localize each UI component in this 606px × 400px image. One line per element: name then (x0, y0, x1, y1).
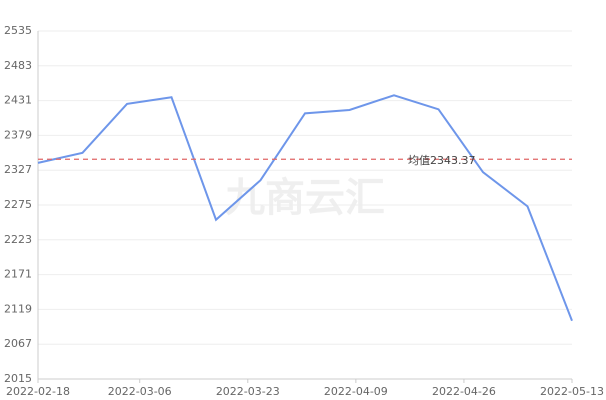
y-tick-label: 2015 (4, 372, 32, 385)
data-line (37, 94, 573, 322)
mean-label: 均值2343.37 (408, 154, 476, 167)
x-tick-label: 2022-03-06 (108, 385, 172, 398)
y-tick-label: 2431 (4, 94, 32, 107)
y-tick-label: 2223 (4, 233, 32, 246)
y-tick-label: 2171 (4, 268, 32, 281)
x-tick-label: 2022-03-23 (216, 385, 280, 398)
x-tick-label: 2022-04-26 (432, 385, 496, 398)
y-tick-label: 2067 (4, 337, 32, 350)
x-tick-label: 2022-05-13 (540, 385, 604, 398)
y-tick-label: 2535 (4, 24, 32, 37)
x-tick-label: 2022-04-09 (324, 385, 388, 398)
y-tick-label: 2327 (4, 163, 32, 176)
x-tick-label: 2022-02-18 (6, 385, 70, 398)
y-tick-label: 2379 (4, 128, 32, 141)
watermark: 九商云汇 (225, 175, 385, 221)
y-tick-label: 2275 (4, 198, 32, 211)
y-tick-label: 2119 (4, 302, 32, 315)
y-tick-label: 2483 (4, 59, 32, 72)
